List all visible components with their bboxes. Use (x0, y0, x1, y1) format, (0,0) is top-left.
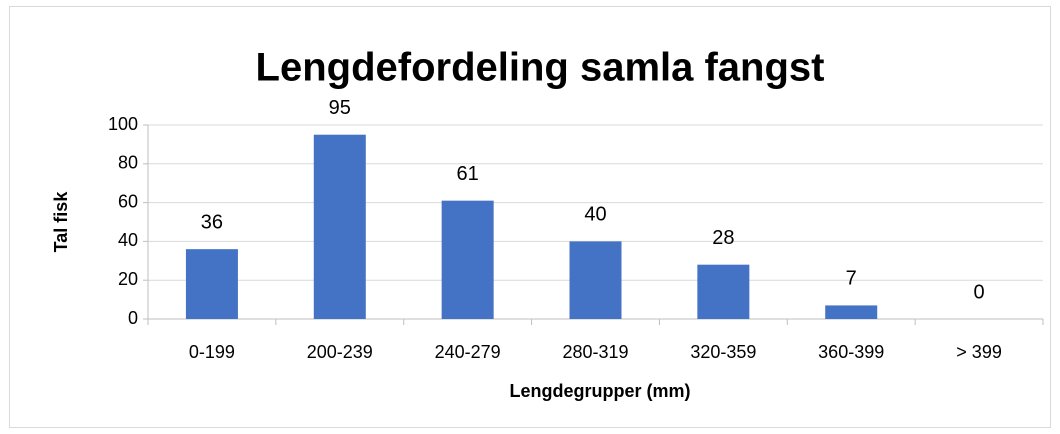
y-tick-label: 0 (128, 308, 138, 328)
chart-title: Lengdefordeling samla fangst (256, 46, 825, 90)
bar (697, 264, 750, 319)
y-tick-label: 80 (118, 153, 138, 173)
x-tick-label: 240-279 (435, 342, 501, 362)
data-label: 40 (584, 204, 606, 226)
bar (313, 134, 366, 319)
x-tick-label: 0-199 (189, 342, 235, 362)
bar (441, 200, 494, 319)
data-label: 95 (329, 97, 351, 119)
bar (185, 249, 238, 319)
data-label: 36 (201, 211, 223, 233)
chart-frame (9, 6, 1051, 428)
data-label: 61 (457, 163, 479, 185)
x-tick-label: 280-319 (562, 342, 628, 362)
bar (569, 241, 622, 319)
x-tick-label: > 399 (956, 342, 1002, 362)
x-tick-label: 200-239 (307, 342, 373, 362)
x-tick-label: 320-359 (690, 342, 756, 362)
y-tick-label: 40 (118, 230, 138, 250)
x-axis-label: Lengdegrupper (mm) (509, 381, 690, 401)
data-label: 7 (846, 268, 857, 290)
data-label: 28 (712, 227, 734, 249)
x-tick-label: 360-399 (818, 342, 884, 362)
y-tick-label: 100 (108, 114, 138, 134)
y-tick-label: 60 (118, 191, 138, 211)
y-axis-label: Tal fisk (51, 191, 71, 253)
data-label: 0 (974, 281, 985, 303)
bar (825, 305, 878, 319)
y-tick-label: 20 (118, 269, 138, 289)
